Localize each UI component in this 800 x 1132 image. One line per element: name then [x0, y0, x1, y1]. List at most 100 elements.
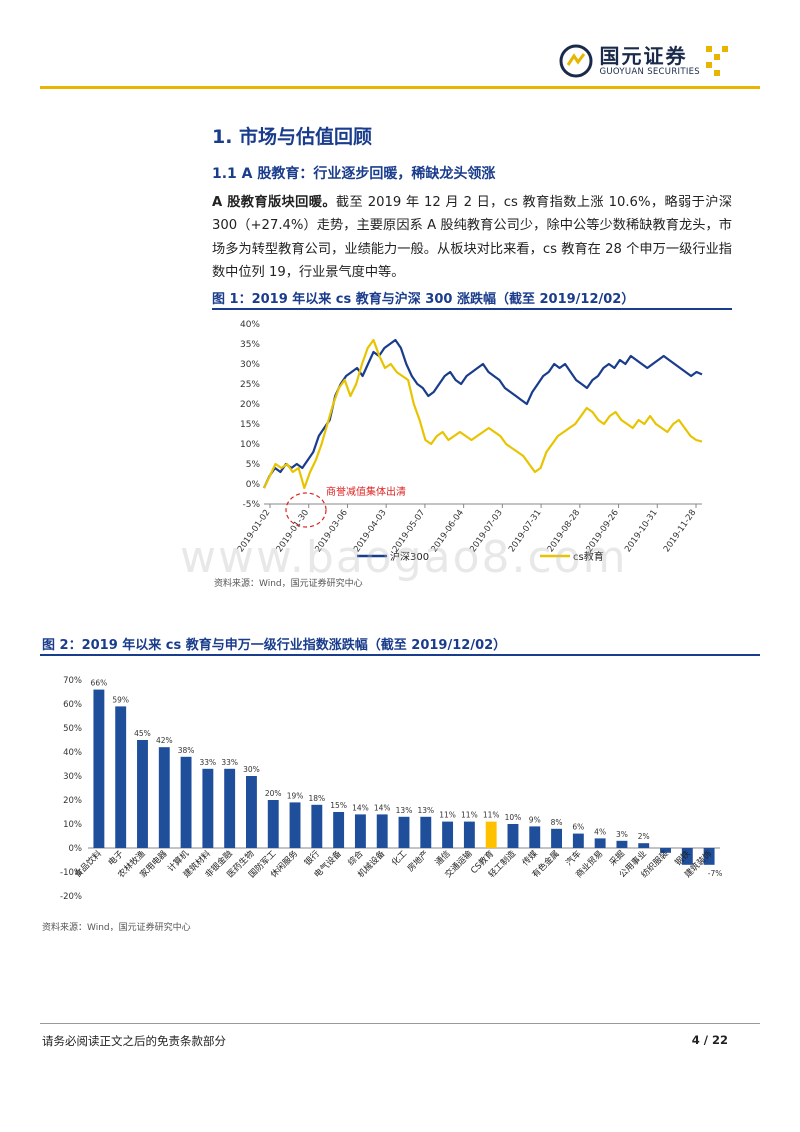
bar [638, 843, 650, 848]
bar [311, 804, 323, 848]
figure1-line-chart: -5%0%5%10%15%20%25%30%35%40%2019-01-02 20… [236, 320, 703, 563]
legend-label-1: cs教育 [573, 550, 604, 563]
paragraph-body: 截至 2019 年 12 月 2 日，cs 教育指数上涨 10.6%，略弱于沪深… [212, 195, 733, 280]
figure1-source: 资料来源：Wind，国元证券研究中心 [214, 579, 363, 589]
bar-value-label: 66% [91, 679, 108, 688]
subsection-heading: 1.1 A 股教育：行业逐步回暖，稀缺龙头领涨 [212, 166, 496, 182]
bar [463, 821, 475, 848]
bar [158, 747, 170, 848]
annotation-label: 商誉减值集体出清 [326, 485, 406, 498]
y-tick-label: 5% [246, 460, 261, 470]
y-tick-label: 20% [240, 400, 260, 410]
figure2-bar-chart: -20%-10%0%10%20%30%40%50%60%70% 66%食品饮料59… [60, 676, 723, 902]
figure1-title: 图 1：2019 年以来 cs 教育与沪深 300 涨跌幅（截至 2019/12… [212, 292, 635, 307]
bar [681, 848, 693, 865]
body-paragraph: A 股教育版块回暖。截至 2019 年 12 月 2 日，cs 教育指数上涨 1… [212, 191, 732, 284]
bar [115, 706, 127, 848]
y-tick-label: 35% [240, 340, 260, 350]
bar [398, 816, 410, 848]
y-tick-label: -10% [60, 868, 82, 878]
bar [660, 848, 671, 853]
footer-disclaimer: 请务必阅读正文之后的免责条款部分 [42, 1034, 226, 1048]
bar [376, 814, 388, 848]
legend-label-0: 沪深300 [390, 550, 429, 563]
bar [616, 840, 628, 848]
bar [333, 812, 345, 848]
y-tick-label: -20% [60, 892, 82, 902]
bar-value-label: 18% [308, 794, 325, 803]
bar-value-label: 38% [178, 746, 195, 755]
bar-value-label: 14% [352, 803, 369, 812]
brand-name-cn: 国元证券 [599, 44, 688, 68]
brand-name-en: GUOYUAN SECURITIES [599, 67, 700, 77]
bar-value-label: 30% [243, 765, 260, 774]
bar [93, 689, 105, 848]
bar [551, 828, 562, 848]
bar [246, 776, 257, 848]
bar-value-label: 42% [156, 736, 173, 745]
bar-value-label: -7% [708, 869, 723, 878]
y-tick-label: 60% [63, 700, 82, 710]
bar [442, 821, 454, 848]
bar-value-label: 19% [287, 791, 304, 800]
y-tick-label: 15% [240, 420, 260, 430]
section-heading: 1. 市场与估值回顾 [212, 126, 373, 148]
series-line-1 [263, 338, 703, 490]
bar [289, 802, 301, 848]
bar-value-label: 6% [572, 823, 584, 832]
bar [529, 826, 541, 848]
bar-value-label: 33% [200, 758, 217, 767]
bar [267, 800, 279, 848]
bar [594, 838, 606, 848]
bar-value-label: 10% [505, 813, 522, 822]
bar [703, 848, 715, 865]
paragraph-lead: A 股教育版块回暖。 [212, 195, 336, 210]
y-tick-label: 50% [63, 724, 82, 734]
category-label: 采掘 [607, 848, 627, 868]
category-label: 汽车 [564, 848, 584, 868]
x-tick-label: 2019-11-28 [662, 508, 699, 554]
figure2-rule [40, 654, 760, 656]
bar-value-label: 11% [483, 811, 500, 820]
category-label: 房地产 [405, 848, 431, 874]
footer-rule [40, 1023, 760, 1024]
bar-value-label: 45% [134, 729, 151, 738]
annotation-circle [285, 492, 327, 528]
brand-squares-icon [706, 46, 728, 76]
y-tick-label: 70% [63, 676, 82, 686]
bar-value-label: 13% [417, 806, 434, 815]
figure2-title: 图 2：2019 年以来 cs 教育与申万一级行业指数涨跌幅（截至 2019/1… [42, 638, 507, 653]
guoyuan-logo-icon [559, 44, 593, 78]
x-tick-label: 2019-10-31 [623, 508, 660, 554]
bar-value-label: 33% [221, 758, 238, 767]
bar-value-label: 4% [594, 827, 606, 836]
bar-value-label: 8% [551, 818, 563, 827]
bar [485, 821, 497, 848]
header-rule [40, 86, 760, 89]
bar-value-label: 11% [461, 811, 478, 820]
y-tick-label: 0% [246, 480, 261, 490]
bar-value-label: 14% [374, 803, 391, 812]
y-tick-label: 40% [240, 320, 260, 330]
bar [420, 816, 432, 848]
y-tick-label: 10% [63, 820, 82, 830]
bar [202, 768, 214, 848]
bar-value-label: 2% [638, 832, 650, 841]
y-tick-label: 30% [63, 772, 82, 782]
y-tick-label: 10% [240, 440, 260, 450]
bar [507, 824, 519, 848]
bar [354, 814, 366, 848]
y-tick-label: 25% [240, 380, 260, 390]
bar-value-label: 59% [112, 695, 129, 704]
brand-header: 国元证券 GUOYUAN SECURITIES [559, 44, 730, 78]
y-tick-label: 30% [240, 360, 260, 370]
bar [137, 740, 148, 848]
watermark: www.baogao8.com [180, 532, 628, 583]
bar [224, 768, 236, 848]
bar [180, 756, 192, 848]
figure1-rule [212, 308, 732, 310]
bar-value-label: 9% [529, 815, 541, 824]
figure2-source: 资料来源：Wind，国元证券研究中心 [42, 923, 191, 933]
bar-value-label: 11% [439, 811, 456, 820]
bar-value-label: 15% [330, 801, 347, 810]
